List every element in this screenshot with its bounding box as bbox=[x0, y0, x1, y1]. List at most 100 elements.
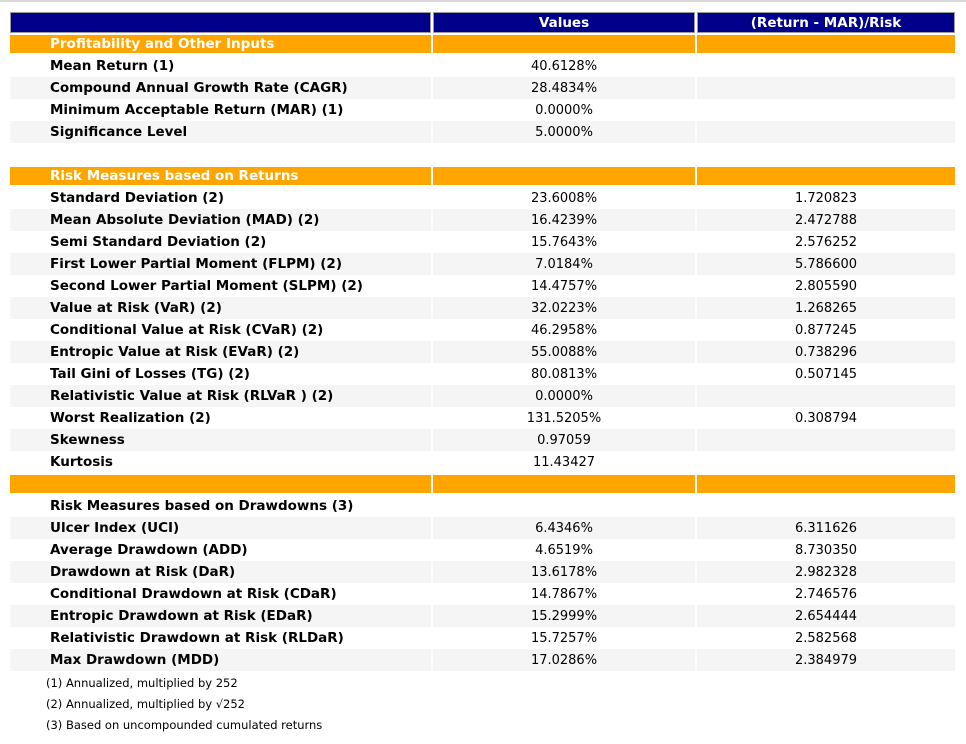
value-cell: 13.6178% bbox=[433, 561, 695, 583]
value-cell bbox=[433, 495, 695, 517]
ratio-cell bbox=[697, 385, 955, 407]
table-row: Kurtosis 11.43427 bbox=[10, 451, 955, 473]
ratio-cell bbox=[697, 99, 955, 121]
ratio-cell: 0.877245 bbox=[794, 322, 858, 338]
metric-label-cell: Second Lower Partial Moment (SLPM) (2) bbox=[50, 278, 363, 294]
ratio-cell bbox=[697, 35, 955, 53]
ratio-cell: 1.720823 bbox=[794, 190, 858, 206]
metric-label-cell: Kurtosis bbox=[50, 454, 113, 470]
metric-label-cell: Value at Risk (VaR) (2) bbox=[10, 297, 431, 319]
value-cell: 17.0286% bbox=[433, 649, 695, 671]
subsection-header-row: Risk Measures based on Drawdowns (3) bbox=[10, 495, 955, 517]
ratio-cell bbox=[697, 429, 955, 451]
table-row: Max Drawdown (MDD) 17.0286% 2.384979 bbox=[10, 649, 955, 671]
metric-label-cell: Conditional Value at Risk (CVaR) (2) bbox=[50, 322, 324, 338]
metric-label-cell: Significance Level bbox=[10, 121, 431, 143]
spacer-row bbox=[10, 143, 955, 167]
ratio-cell bbox=[697, 495, 955, 517]
table-row: Worst Realization (2) 131.5205% 0.308794 bbox=[10, 407, 955, 429]
table-row: Mean Return (1) 40.6128% bbox=[10, 55, 955, 77]
header-cell-ratio: (Return - MAR)/Risk bbox=[697, 12, 955, 33]
ratio-cell bbox=[697, 121, 955, 143]
table-row: Semi Standard Deviation (2) 15.7643% 2.576… bbox=[10, 231, 955, 253]
table-row: Conditional Value at Risk (CVaR) (2) 46.2… bbox=[10, 319, 955, 341]
value-cell bbox=[433, 35, 695, 53]
ratio-cell: 1.268265 bbox=[697, 297, 955, 319]
value-cell: 46.2958% bbox=[530, 322, 598, 338]
table-row: Standard Deviation (2) 23.6008% 1.720823 bbox=[10, 187, 955, 209]
value-cell: 5.0000% bbox=[433, 121, 695, 143]
metric-label-cell: Risk Measures based on Drawdowns (3) bbox=[50, 498, 354, 514]
footnotes: (1) Annualized, multiplied by 252 (2) Ann… bbox=[10, 672, 955, 735]
value-cell bbox=[433, 167, 695, 185]
value-cell: 15.7643% bbox=[530, 234, 598, 250]
value-cell: 55.0088% bbox=[433, 341, 695, 363]
table-row: Conditional Drawdown at Risk (CDaR) 14.78… bbox=[10, 583, 955, 605]
table-row: Average Drawdown (ADD) 4.6519% 8.730350 bbox=[10, 539, 955, 561]
ratio-cell bbox=[697, 55, 955, 77]
ratio-cell: 2.576252 bbox=[794, 234, 858, 250]
table-row: Second Lower Partial Moment (SLPM) (2) 14… bbox=[10, 275, 955, 297]
metric-label-cell: Relativistic Drawdown at Risk (RLDaR) bbox=[50, 630, 344, 646]
value-cell: 0.97059 bbox=[433, 429, 695, 451]
value-cell: 15.2999% bbox=[433, 605, 695, 627]
metric-label-cell: Mean Return (1) bbox=[50, 58, 175, 74]
metric-label-cell: First Lower Partial Moment (FLPM) (2) bbox=[10, 253, 431, 275]
table-row: Compound Annual Growth Rate (CAGR) 28.483… bbox=[10, 77, 955, 99]
metric-label-cell: Risk Measures based on Returns bbox=[10, 167, 431, 185]
table-row: Entropic Value at Risk (EVaR) (2) 55.0088… bbox=[10, 341, 955, 363]
ratio-cell bbox=[697, 167, 955, 185]
table-row: Mean Absolute Deviation (MAD) (2) 16.4239… bbox=[10, 209, 955, 231]
metric-label-cell: Worst Realization (2) bbox=[50, 410, 211, 426]
value-cell: 23.6008% bbox=[530, 190, 598, 206]
table-row: Value at Risk (VaR) (2) 32.0223% 1.268265 bbox=[10, 297, 955, 319]
metric-label-cell: Minimum Acceptable Return (MAR) (1) bbox=[50, 102, 344, 118]
section-header-row: Profitability and Other Inputs bbox=[10, 35, 955, 53]
metric-label-cell: Entropic Drawdown at Risk (EDaR) bbox=[10, 605, 431, 627]
ratio-cell bbox=[697, 77, 955, 99]
ratio-cell: 2.384979 bbox=[697, 649, 955, 671]
table-row: Drawdown at Risk (DaR) 13.6178% 2.982328 bbox=[10, 561, 955, 583]
metric-label-cell: Conditional Drawdown at Risk (CDaR) bbox=[50, 586, 337, 602]
metric-label-cell: Compound Annual Growth Rate (CAGR) bbox=[10, 77, 431, 99]
page-top-hairline bbox=[0, 0, 966, 2]
ratio-cell: 2.654444 bbox=[697, 605, 955, 627]
value-cell bbox=[433, 475, 695, 493]
ratio-cell bbox=[697, 451, 955, 473]
metric-label-cell: Entropic Value at Risk (EVaR) (2) bbox=[10, 341, 431, 363]
section-header-row: Risk Measures based on Returns bbox=[10, 167, 955, 185]
ratio-cell bbox=[697, 475, 955, 493]
ratio-cell: 0.507145 bbox=[794, 366, 858, 382]
header-cell-values: Values bbox=[433, 12, 695, 33]
ratio-cell: 2.746576 bbox=[794, 586, 858, 602]
ratio-cell: 2.805590 bbox=[794, 278, 858, 294]
metric-label-cell bbox=[10, 475, 431, 493]
table-header-row: Values (Return - MAR)/Risk bbox=[10, 12, 955, 33]
metric-label-cell: Semi Standard Deviation (2) bbox=[50, 234, 267, 250]
metric-label-cell: Max Drawdown (MDD) bbox=[10, 649, 431, 671]
value-cell: 80.0813% bbox=[530, 366, 598, 382]
metric-label-cell: Mean Absolute Deviation (MAD) (2) bbox=[10, 209, 431, 231]
value-cell: 6.4346% bbox=[433, 517, 695, 539]
table-row: Minimum Acceptable Return (MAR) (1) 0.000… bbox=[10, 99, 955, 121]
footnote: (2) Annualized, multiplied by √252 bbox=[46, 696, 245, 711]
ratio-cell: 2.582568 bbox=[794, 630, 858, 646]
table-row: Entropic Drawdown at Risk (EDaR) 15.2999%… bbox=[10, 605, 955, 627]
ratio-cell: 8.730350 bbox=[794, 542, 858, 558]
table-row: Relativistic Value at Risk (RLVaR ) (2) 0… bbox=[10, 385, 955, 407]
metric-label-cell: Average Drawdown (ADD) bbox=[50, 542, 248, 558]
table-row: Relativistic Drawdown at Risk (RLDaR) 15.… bbox=[10, 627, 955, 649]
value-cell: 14.4757% bbox=[530, 278, 598, 294]
risk-report-table: Values (Return - MAR)/Risk Profitability… bbox=[10, 12, 955, 735]
table-body: Profitability and Other Inputs Mean Retur… bbox=[10, 35, 955, 671]
metric-label-cell: Relativistic Value at Risk (RLVaR ) (2) bbox=[10, 385, 431, 407]
value-cell: 131.5205% bbox=[526, 410, 602, 426]
metric-label-cell: Standard Deviation (2) bbox=[50, 190, 224, 206]
value-cell: 11.43427 bbox=[532, 454, 596, 470]
value-cell: 16.4239% bbox=[433, 209, 695, 231]
value-cell: 32.0223% bbox=[433, 297, 695, 319]
value-cell: 0.0000% bbox=[535, 102, 593, 118]
value-cell: 4.6519% bbox=[535, 542, 593, 558]
value-cell: 28.4834% bbox=[433, 77, 695, 99]
table-row: Significance Level 5.0000% bbox=[10, 121, 955, 143]
